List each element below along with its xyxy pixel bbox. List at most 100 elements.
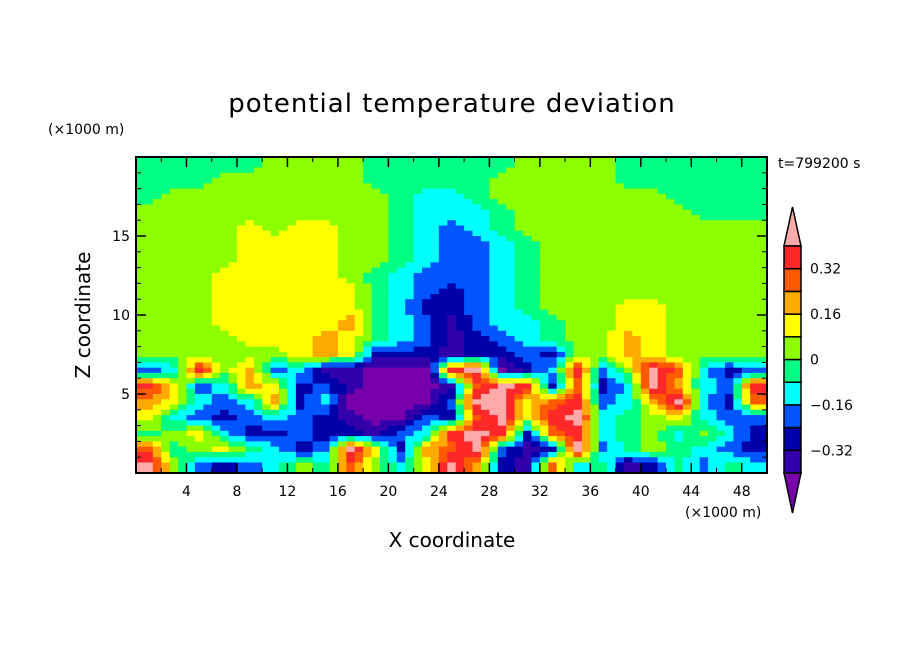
contour-cell [741,367,751,374]
contour-cell [581,457,591,464]
contour-cell [220,372,230,379]
contour-cell [716,383,726,390]
contour-cell [144,457,154,464]
contour-cell [388,467,398,474]
contour-cell [657,372,667,379]
contour-cell [691,399,701,406]
contour-cell [287,467,297,474]
contour-cell [228,183,238,190]
contour-cell [531,225,541,232]
contour-cell [169,409,179,416]
contour-cell [379,388,389,395]
contour-cell [657,446,667,453]
contour-cell [573,220,583,227]
contour-cell [211,236,221,242]
contour-cell [396,220,406,227]
contour-cell [607,357,617,363]
contour-cell [337,457,347,464]
contour-cell [708,225,718,232]
contour-cell [161,304,171,311]
contour-cell [607,362,617,369]
contour-cell [716,283,726,290]
contour-cell [354,267,364,274]
contour-cell [321,214,331,221]
contour-cell [178,309,188,316]
contour-cell [632,246,642,253]
contour-cell [750,467,760,474]
contour-cell [388,351,398,358]
contour-cell [220,325,230,332]
contour-cell [438,293,448,300]
contour-cell [523,330,533,337]
contour-cell [422,325,432,332]
contour-cell [161,341,171,348]
contour-cell [152,283,162,290]
contour-cell [590,399,600,406]
contour-cell [396,209,406,216]
contour-cell [211,351,221,358]
contour-cell [506,251,516,258]
contour-cell [161,214,171,221]
contour-cell [354,157,364,163]
contour-cell [674,362,684,369]
contour-cell [556,362,566,369]
contour-cell [405,404,415,411]
contour-cell [556,230,566,237]
contour-cell [321,199,331,205]
contour-cell [262,246,272,253]
contour-cell [438,167,448,174]
contour-cell [750,230,760,237]
contour-cell [607,451,617,458]
contour-cell [228,415,238,421]
contour-cell [447,457,457,464]
contour-cell [455,272,465,279]
contour-cell [405,436,415,442]
contour-cell [691,436,701,442]
contour-cell [758,251,768,258]
contour-cell [632,188,642,195]
contour-cell [750,278,760,284]
contour-cell [649,336,659,342]
contour-cell [295,209,305,216]
contour-cell [539,451,549,458]
contour-cell [657,351,667,358]
contour-cell [321,251,331,258]
contour-cell [203,299,213,306]
contour-cell [447,178,457,184]
contour-cell [632,288,642,295]
contour-cell [724,220,734,227]
contour-cell [682,315,692,321]
contour-cell [211,220,221,227]
contour-cell [287,341,297,348]
contour-cell [152,225,162,232]
contour-cell [758,420,768,427]
contour-cell [236,246,246,253]
contour-cell [211,225,221,232]
contour-cell [556,193,566,200]
contour-cell [379,351,389,358]
contour-cell [236,262,246,269]
contour-cell [287,315,297,321]
contour-cell [262,167,272,174]
contour-cell [321,388,331,395]
contour-cell [741,441,751,448]
contour-cell [413,436,423,442]
contour-cell [464,167,474,174]
contour-cell [321,409,331,416]
contour-cell [430,467,440,474]
contour-cell [161,257,171,263]
contour-cell [152,204,162,211]
contour-cell [590,383,600,390]
contour-cell [144,262,154,269]
contour-cell [733,157,743,163]
contour-cell [724,404,734,411]
contour-cell [228,362,238,369]
contour-cell [253,362,263,369]
contour-cell [682,404,692,411]
contour-cell [279,214,289,221]
contour-cell [716,188,726,195]
contour-cell [556,304,566,311]
contour-cell [741,246,751,253]
contour-cell [430,378,440,385]
contour-cell [514,383,524,390]
